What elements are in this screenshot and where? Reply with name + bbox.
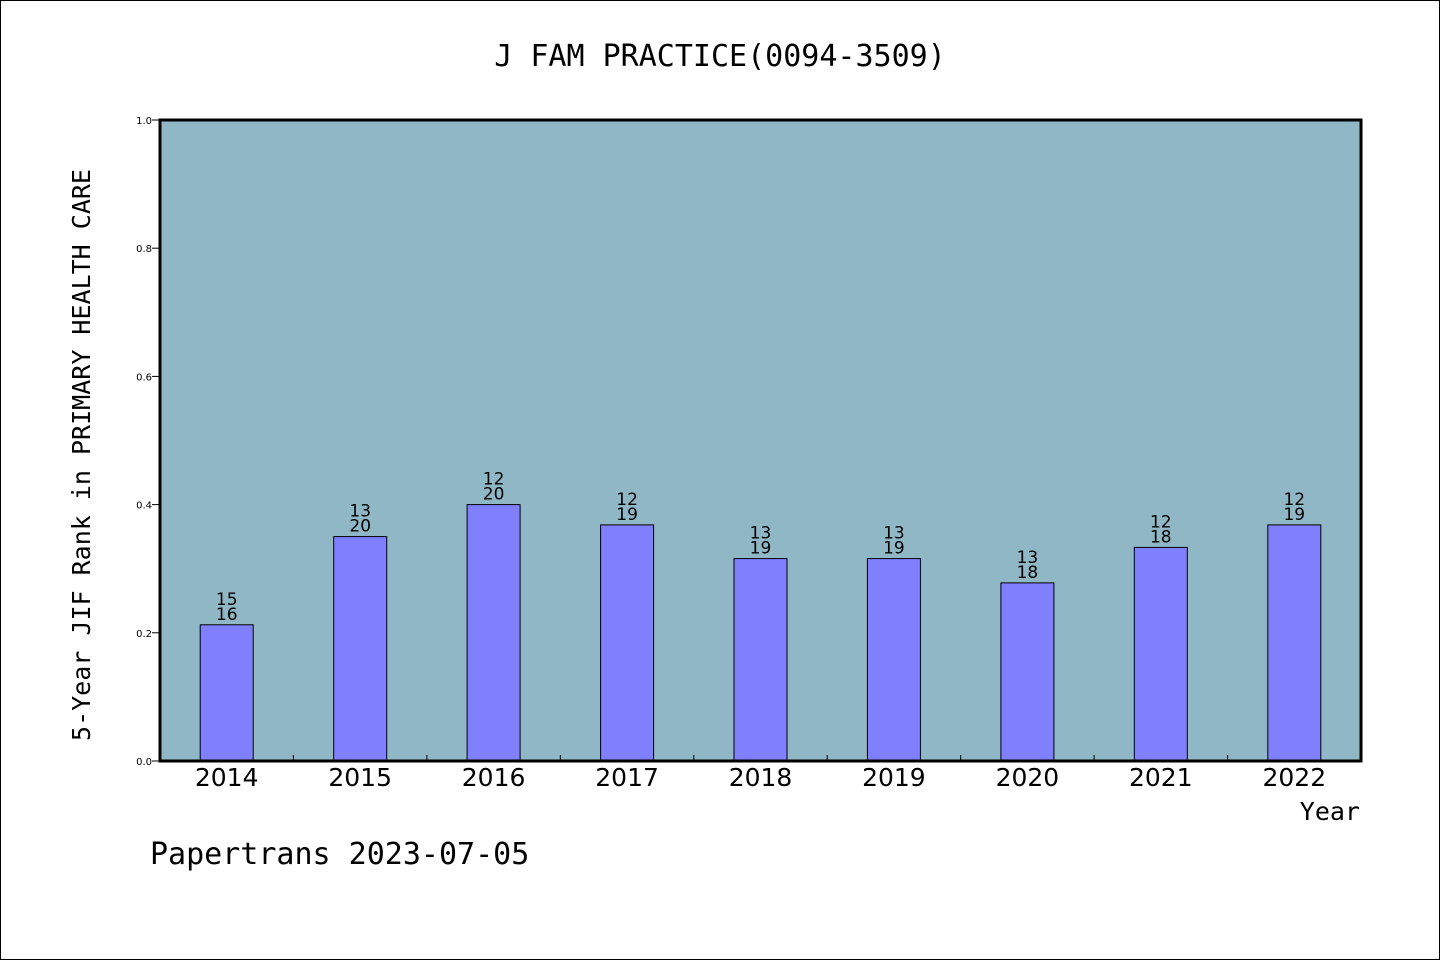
y-axis: 0.0 0.2 0.4 0.6 0.8 1.0 <box>136 116 160 768</box>
chart-title: J FAM PRACTICE(0094-3509) <box>494 39 946 74</box>
bar-label-rank-2015: 13 <box>349 502 371 522</box>
bar-label-rank-2021: 12 <box>1150 512 1172 532</box>
x-tick-label-2021: 2021 <box>1129 763 1193 792</box>
y-tick-label-1.0: 1.0 <box>136 116 152 127</box>
bar-label-rank-2018: 13 <box>750 524 772 544</box>
bar-label-rank-2019: 13 <box>883 524 905 544</box>
x-tick-label-2020: 2020 <box>996 763 1060 792</box>
bar-label-rank-2020: 13 <box>1017 548 1039 568</box>
y-axis-title: 5-Year JIF Rank in PRIMARY HEALTH CARE <box>67 169 96 741</box>
bar-label-total-2015: 20 <box>349 517 371 537</box>
bar-label-total-2016: 20 <box>483 485 505 505</box>
plot-border <box>158 118 1363 763</box>
bar-label-total-2022: 19 <box>1283 505 1305 525</box>
x-axis-title: Year <box>1300 797 1360 826</box>
x-tick-label-2019: 2019 <box>862 763 926 792</box>
bar-label-rank-2016: 12 <box>483 470 505 490</box>
bar-label-total-2020: 18 <box>1017 563 1039 583</box>
x-axis: 2014 2015 2016 2017 2018 2019 2020 2021 2022 <box>195 755 1326 792</box>
x-tick-label-2022: 2022 <box>1262 763 1326 792</box>
y-tick-label-0.0: 0.0 <box>136 757 152 768</box>
y-tick-label-0.6: 0.6 <box>136 372 152 383</box>
bar-label-rank-2014: 15 <box>216 590 238 610</box>
bar-label-total-2014: 16 <box>216 605 238 625</box>
x-tick-label-2016: 2016 <box>462 763 526 792</box>
bar-label-total-2019: 19 <box>883 539 905 559</box>
y-tick-label-0.8: 0.8 <box>136 244 152 255</box>
bar-2014 <box>199 624 254 762</box>
bar-2021 <box>1133 546 1188 762</box>
footer-watermark: Papertrans 2023-07-05 <box>150 837 529 872</box>
bar-2016 <box>466 504 521 762</box>
bar-label-rank-2022: 12 <box>1283 490 1305 510</box>
bar-label-total-2021: 18 <box>1150 527 1172 547</box>
x-tick-label-2014: 2014 <box>195 763 259 792</box>
bar-2015 <box>333 536 388 762</box>
bar-2018 <box>733 558 788 762</box>
bar-2022 <box>1267 524 1322 762</box>
bar-label-rank-2017: 12 <box>616 490 638 510</box>
bar-2020 <box>1000 582 1055 762</box>
bar-2017 <box>600 524 655 762</box>
x-tick-label-2017: 2017 <box>595 763 659 792</box>
bar-label-total-2018: 19 <box>750 539 772 559</box>
x-tick-label-2015: 2015 <box>328 763 392 792</box>
x-tick-label-2018: 2018 <box>729 763 793 792</box>
y-tick-label-0.4: 0.4 <box>136 501 152 512</box>
bar-label-total-2017: 19 <box>616 505 638 525</box>
y-tick-label-0.2: 0.2 <box>136 629 152 640</box>
bar-2019 <box>866 558 921 762</box>
bars-group <box>199 504 1322 762</box>
